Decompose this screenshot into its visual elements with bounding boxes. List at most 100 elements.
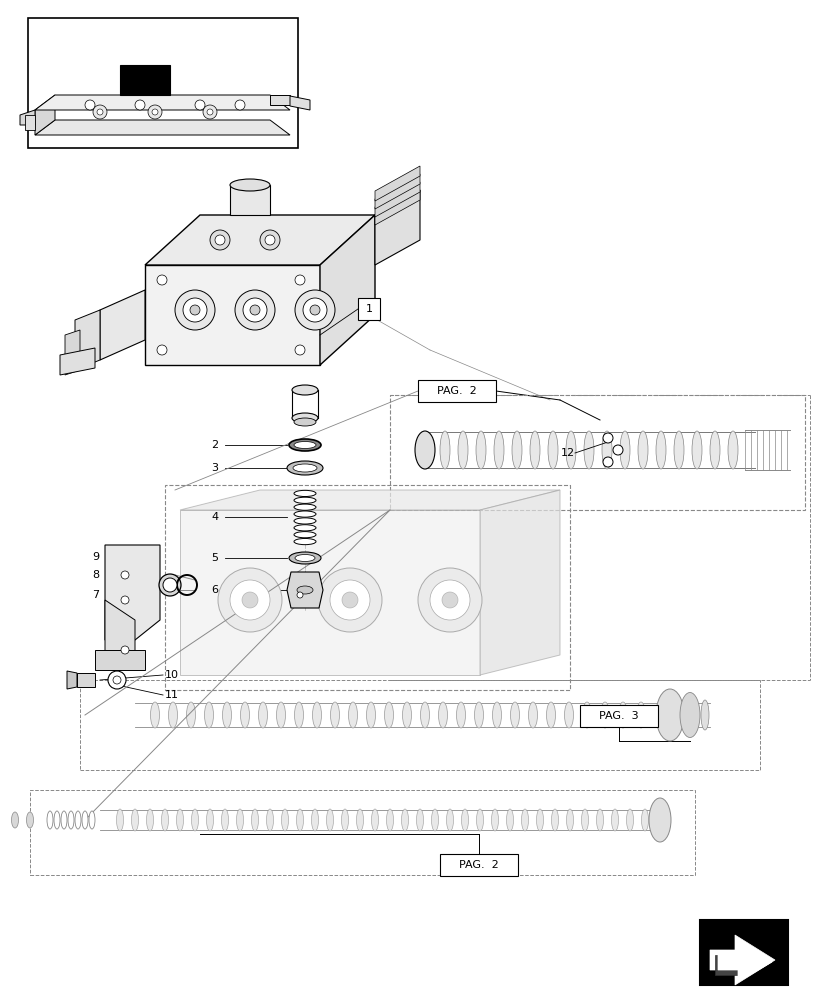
Ellipse shape [619, 431, 629, 469]
Ellipse shape [641, 809, 648, 831]
Ellipse shape [293, 464, 317, 472]
Ellipse shape [546, 702, 555, 728]
Ellipse shape [146, 809, 153, 831]
Bar [579, 705, 657, 727]
Ellipse shape [341, 809, 348, 831]
Ellipse shape [648, 798, 670, 842]
Polygon shape [105, 600, 135, 660]
Circle shape [602, 433, 612, 443]
Text: 8: 8 [93, 570, 99, 580]
Text: 6: 6 [211, 585, 218, 595]
Polygon shape [375, 190, 419, 225]
Ellipse shape [326, 809, 333, 831]
Polygon shape [95, 650, 145, 670]
Ellipse shape [191, 809, 198, 831]
Polygon shape [20, 110, 35, 125]
Text: PAG.  2: PAG. 2 [437, 386, 476, 396]
Bar [418, 380, 495, 402]
Ellipse shape [289, 552, 321, 564]
Polygon shape [230, 185, 270, 215]
Circle shape [241, 592, 258, 608]
Ellipse shape [348, 702, 357, 728]
Polygon shape [145, 215, 375, 265]
Ellipse shape [457, 431, 467, 469]
Text: 3: 3 [211, 463, 218, 473]
Polygon shape [145, 265, 319, 365]
Text: 5: 5 [211, 553, 218, 563]
Polygon shape [287, 572, 323, 608]
Ellipse shape [601, 431, 611, 469]
Ellipse shape [528, 702, 537, 728]
Ellipse shape [700, 700, 708, 730]
Text: 10: 10 [165, 670, 179, 680]
Circle shape [215, 235, 225, 245]
Circle shape [318, 568, 381, 632]
Circle shape [121, 571, 129, 579]
Circle shape [230, 580, 270, 620]
Ellipse shape [595, 809, 603, 831]
Ellipse shape [294, 418, 316, 426]
Ellipse shape [438, 702, 447, 728]
Circle shape [330, 580, 370, 620]
Ellipse shape [529, 431, 539, 469]
Circle shape [235, 100, 245, 110]
Ellipse shape [294, 442, 316, 448]
Polygon shape [35, 120, 289, 135]
Circle shape [242, 298, 266, 322]
Ellipse shape [618, 702, 627, 728]
Polygon shape [715, 955, 739, 975]
Circle shape [418, 568, 481, 632]
Text: PAG.  3: PAG. 3 [599, 711, 638, 721]
Ellipse shape [536, 809, 543, 831]
Ellipse shape [476, 809, 483, 831]
Ellipse shape [169, 702, 177, 728]
Polygon shape [319, 215, 375, 365]
Ellipse shape [294, 525, 316, 531]
Ellipse shape [258, 702, 267, 728]
Ellipse shape [294, 511, 316, 517]
Ellipse shape [709, 431, 719, 469]
Ellipse shape [384, 702, 393, 728]
Polygon shape [60, 348, 95, 375]
Polygon shape [179, 490, 559, 510]
Ellipse shape [297, 586, 313, 594]
Polygon shape [375, 174, 419, 209]
Ellipse shape [294, 518, 316, 524]
Text: 12: 12 [560, 448, 574, 458]
Bar [30, 790, 694, 875]
Ellipse shape [371, 809, 378, 831]
Circle shape [442, 592, 457, 608]
Ellipse shape [476, 431, 485, 469]
Circle shape [203, 105, 217, 119]
Ellipse shape [281, 809, 288, 831]
Ellipse shape [312, 702, 321, 728]
Ellipse shape [420, 702, 429, 728]
Circle shape [97, 109, 103, 115]
Ellipse shape [492, 702, 501, 728]
Polygon shape [717, 938, 771, 982]
Ellipse shape [292, 385, 318, 395]
Circle shape [309, 305, 319, 315]
Ellipse shape [159, 574, 181, 596]
Ellipse shape [26, 812, 33, 828]
Ellipse shape [439, 431, 449, 469]
Polygon shape [480, 490, 559, 675]
Circle shape [342, 592, 357, 608]
Text: 7: 7 [93, 590, 99, 600]
Text: 9: 9 [93, 552, 99, 562]
Circle shape [121, 646, 129, 654]
Ellipse shape [414, 431, 434, 469]
Ellipse shape [583, 431, 593, 469]
Polygon shape [67, 671, 77, 689]
Ellipse shape [456, 702, 465, 728]
Polygon shape [375, 190, 419, 265]
Ellipse shape [176, 809, 184, 831]
Ellipse shape [356, 809, 363, 831]
Circle shape [121, 596, 129, 604]
Ellipse shape [611, 809, 618, 831]
Bar [165, 485, 569, 690]
Ellipse shape [679, 692, 699, 737]
Circle shape [210, 230, 230, 250]
Circle shape [157, 275, 167, 285]
Ellipse shape [131, 809, 138, 831]
